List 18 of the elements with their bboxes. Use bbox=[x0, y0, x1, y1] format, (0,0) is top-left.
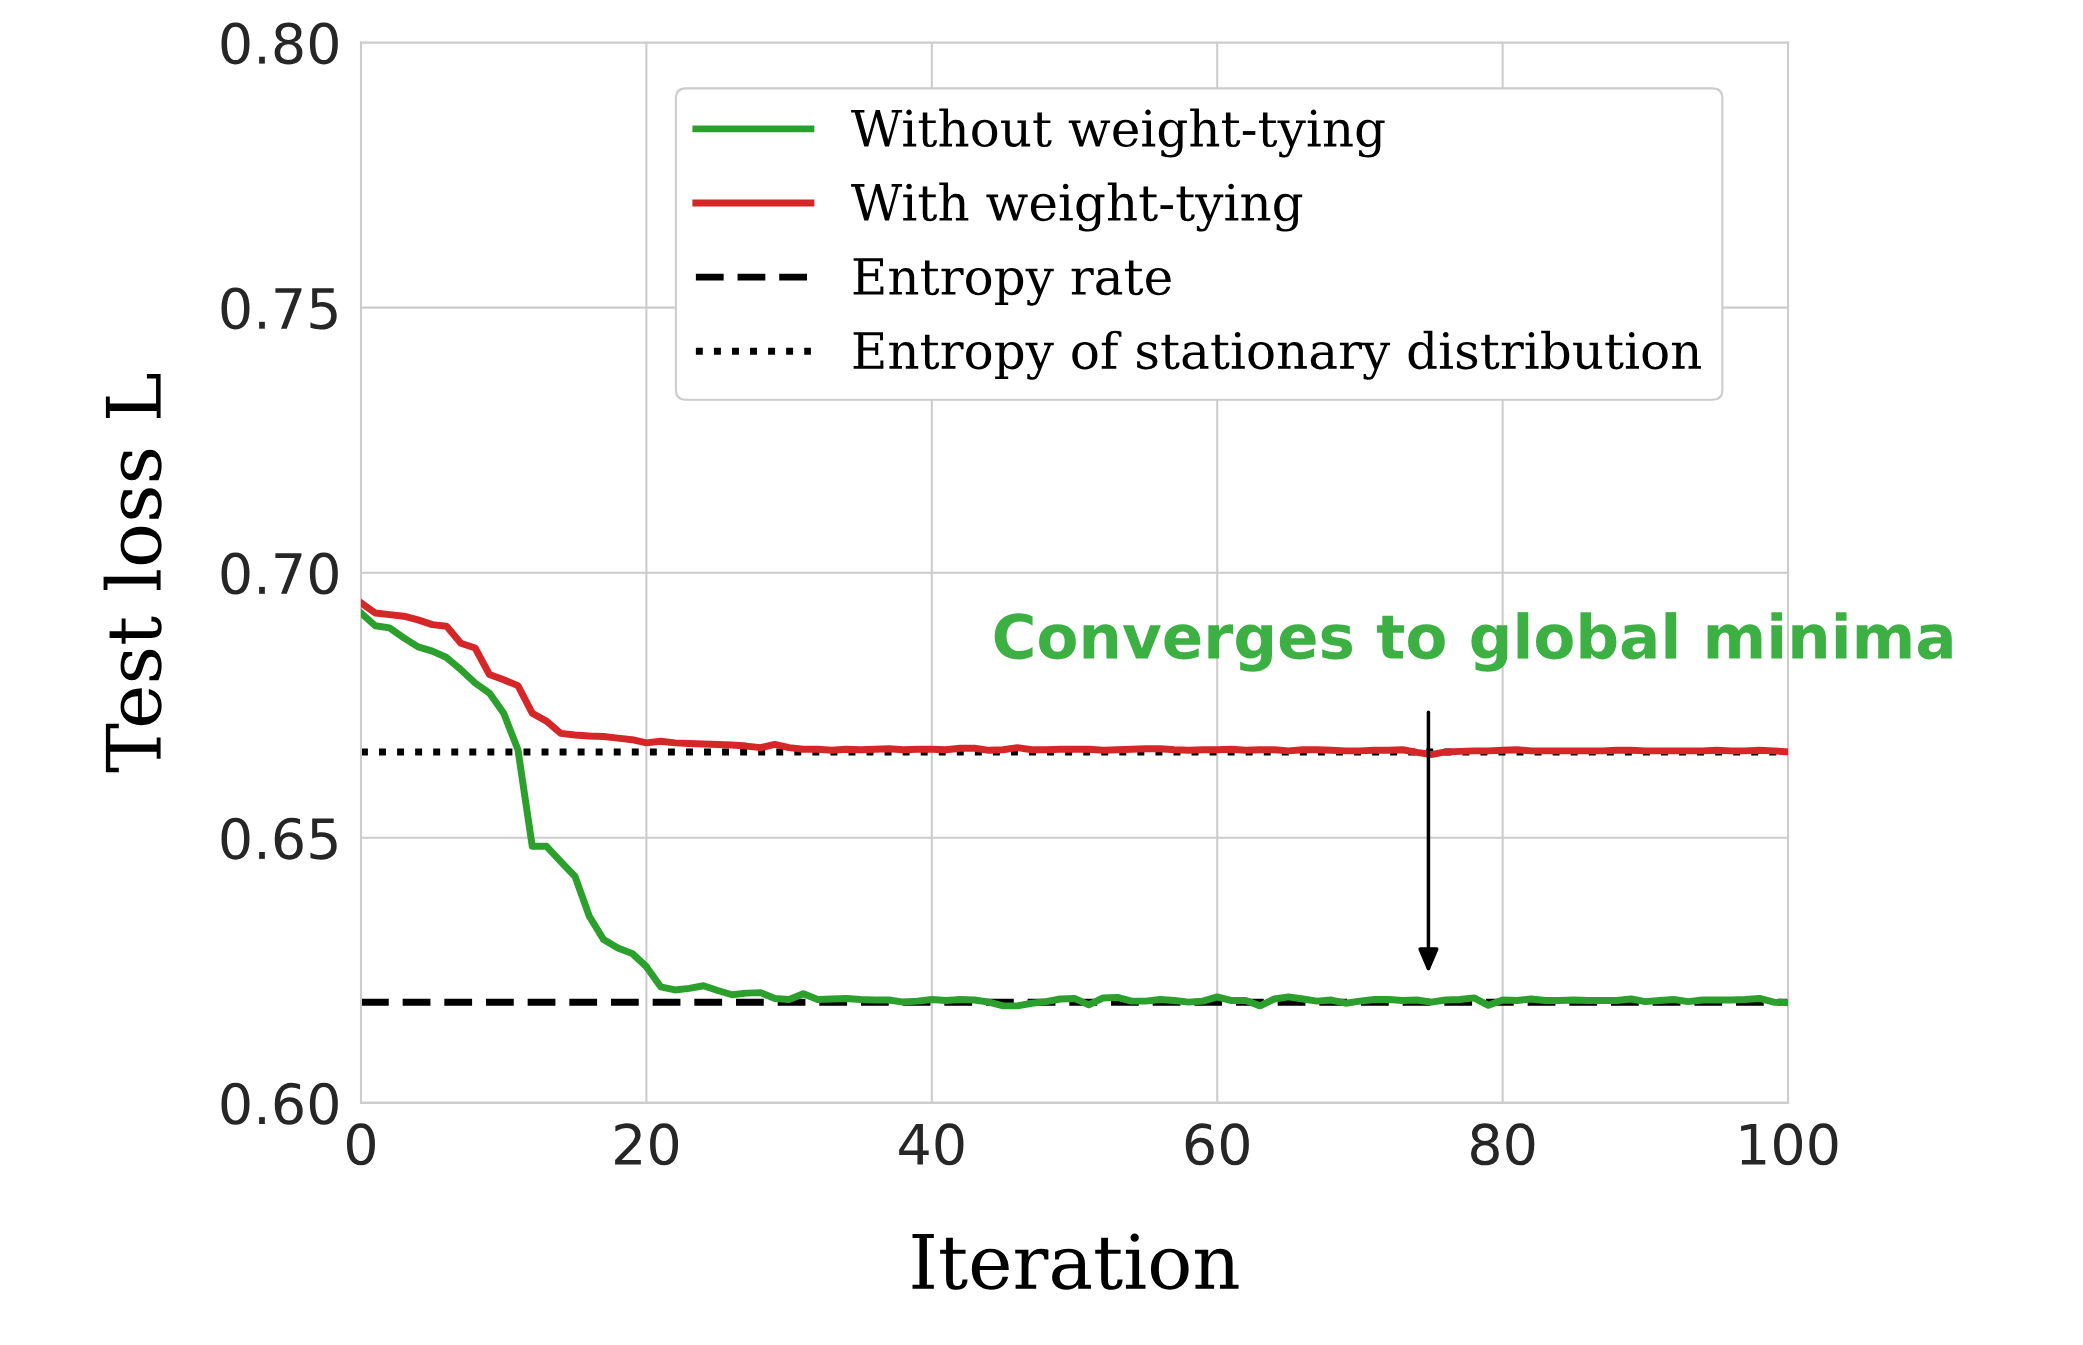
annotation: Converges to global minima bbox=[994, 612, 1952, 672]
x-tick-label: 40 bbox=[899, 1123, 964, 1166]
x-tick-label: 0 bbox=[346, 1123, 375, 1166]
y-tick-label: 0.75 bbox=[221, 287, 337, 330]
y-tick-label: 0.60 bbox=[221, 1082, 338, 1125]
y-axis-title: Test loss L bbox=[103, 374, 162, 773]
legend-label: Without weight-tying bbox=[851, 108, 1385, 158]
y-tick-label: 0.65 bbox=[221, 817, 337, 860]
y-tick-label: 0.70 bbox=[221, 552, 338, 595]
x-tick-label: 100 bbox=[1741, 1123, 1838, 1166]
y-tick-label: 0.80 bbox=[221, 22, 338, 65]
legend-label: Entropy of stationary distribution bbox=[853, 330, 1701, 380]
legend-label: Entropy rate bbox=[853, 258, 1171, 306]
x-tick-label: 20 bbox=[615, 1123, 679, 1166]
legend-label: With weight-tying bbox=[851, 182, 1303, 232]
x-axis-title: Iteration bbox=[912, 1233, 1239, 1290]
x-tick-label: 60 bbox=[1185, 1123, 1249, 1166]
x-tick-label: 80 bbox=[1471, 1123, 1535, 1166]
